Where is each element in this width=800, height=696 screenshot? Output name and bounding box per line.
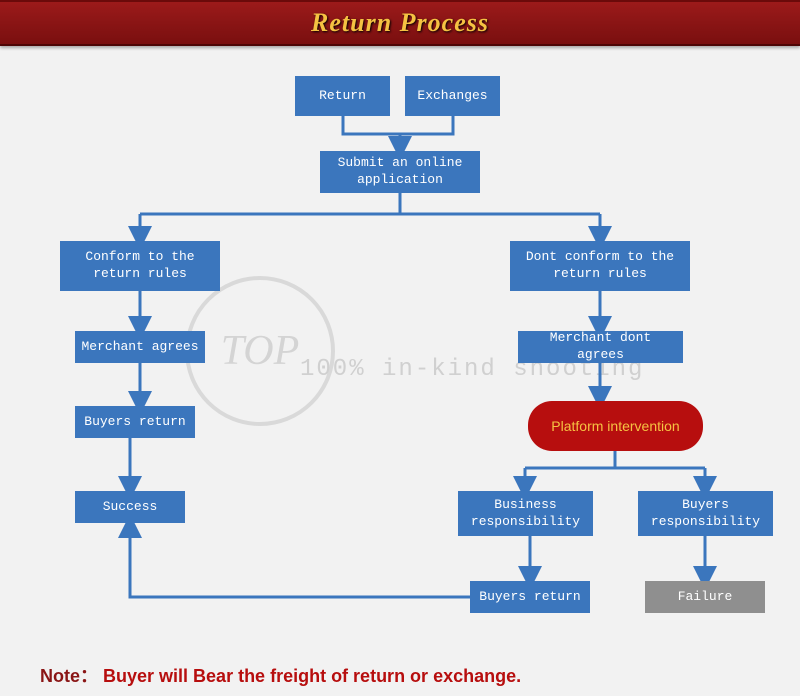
node-submit: Submit an online application [320, 151, 480, 193]
footnote-label: Note： [40, 666, 98, 686]
node-exchanges: Exchanges [405, 76, 500, 116]
footnote: Note： Buyer will Bear the freight of ret… [40, 662, 521, 688]
node-conform: Conform to the return rules [60, 241, 220, 291]
node-mdont: Merchant dont agrees [518, 331, 683, 363]
banner-title: Return Process [311, 8, 489, 38]
node-return: Return [295, 76, 390, 116]
node-success: Success [75, 491, 185, 523]
node-breturn2: Buyers return [470, 581, 590, 613]
node-dontconform: Dont conform to the return rules [510, 241, 690, 291]
flowchart-canvas: TOP 100% in-kind shooting [0, 46, 800, 666]
node-magrees: Merchant agrees [75, 331, 205, 363]
banner: Return Process [0, 0, 800, 46]
node-breturn1: Buyers return [75, 406, 195, 438]
node-bizresp: Business responsibility [458, 491, 593, 536]
footnote-text: Buyer will Bear the freight of return or… [103, 666, 521, 686]
node-buyresp: Buyers responsibility [638, 491, 773, 536]
node-platform: Platform intervention [528, 401, 703, 451]
watermark-circle: TOP [185, 276, 335, 426]
node-failure: Failure [645, 581, 765, 613]
